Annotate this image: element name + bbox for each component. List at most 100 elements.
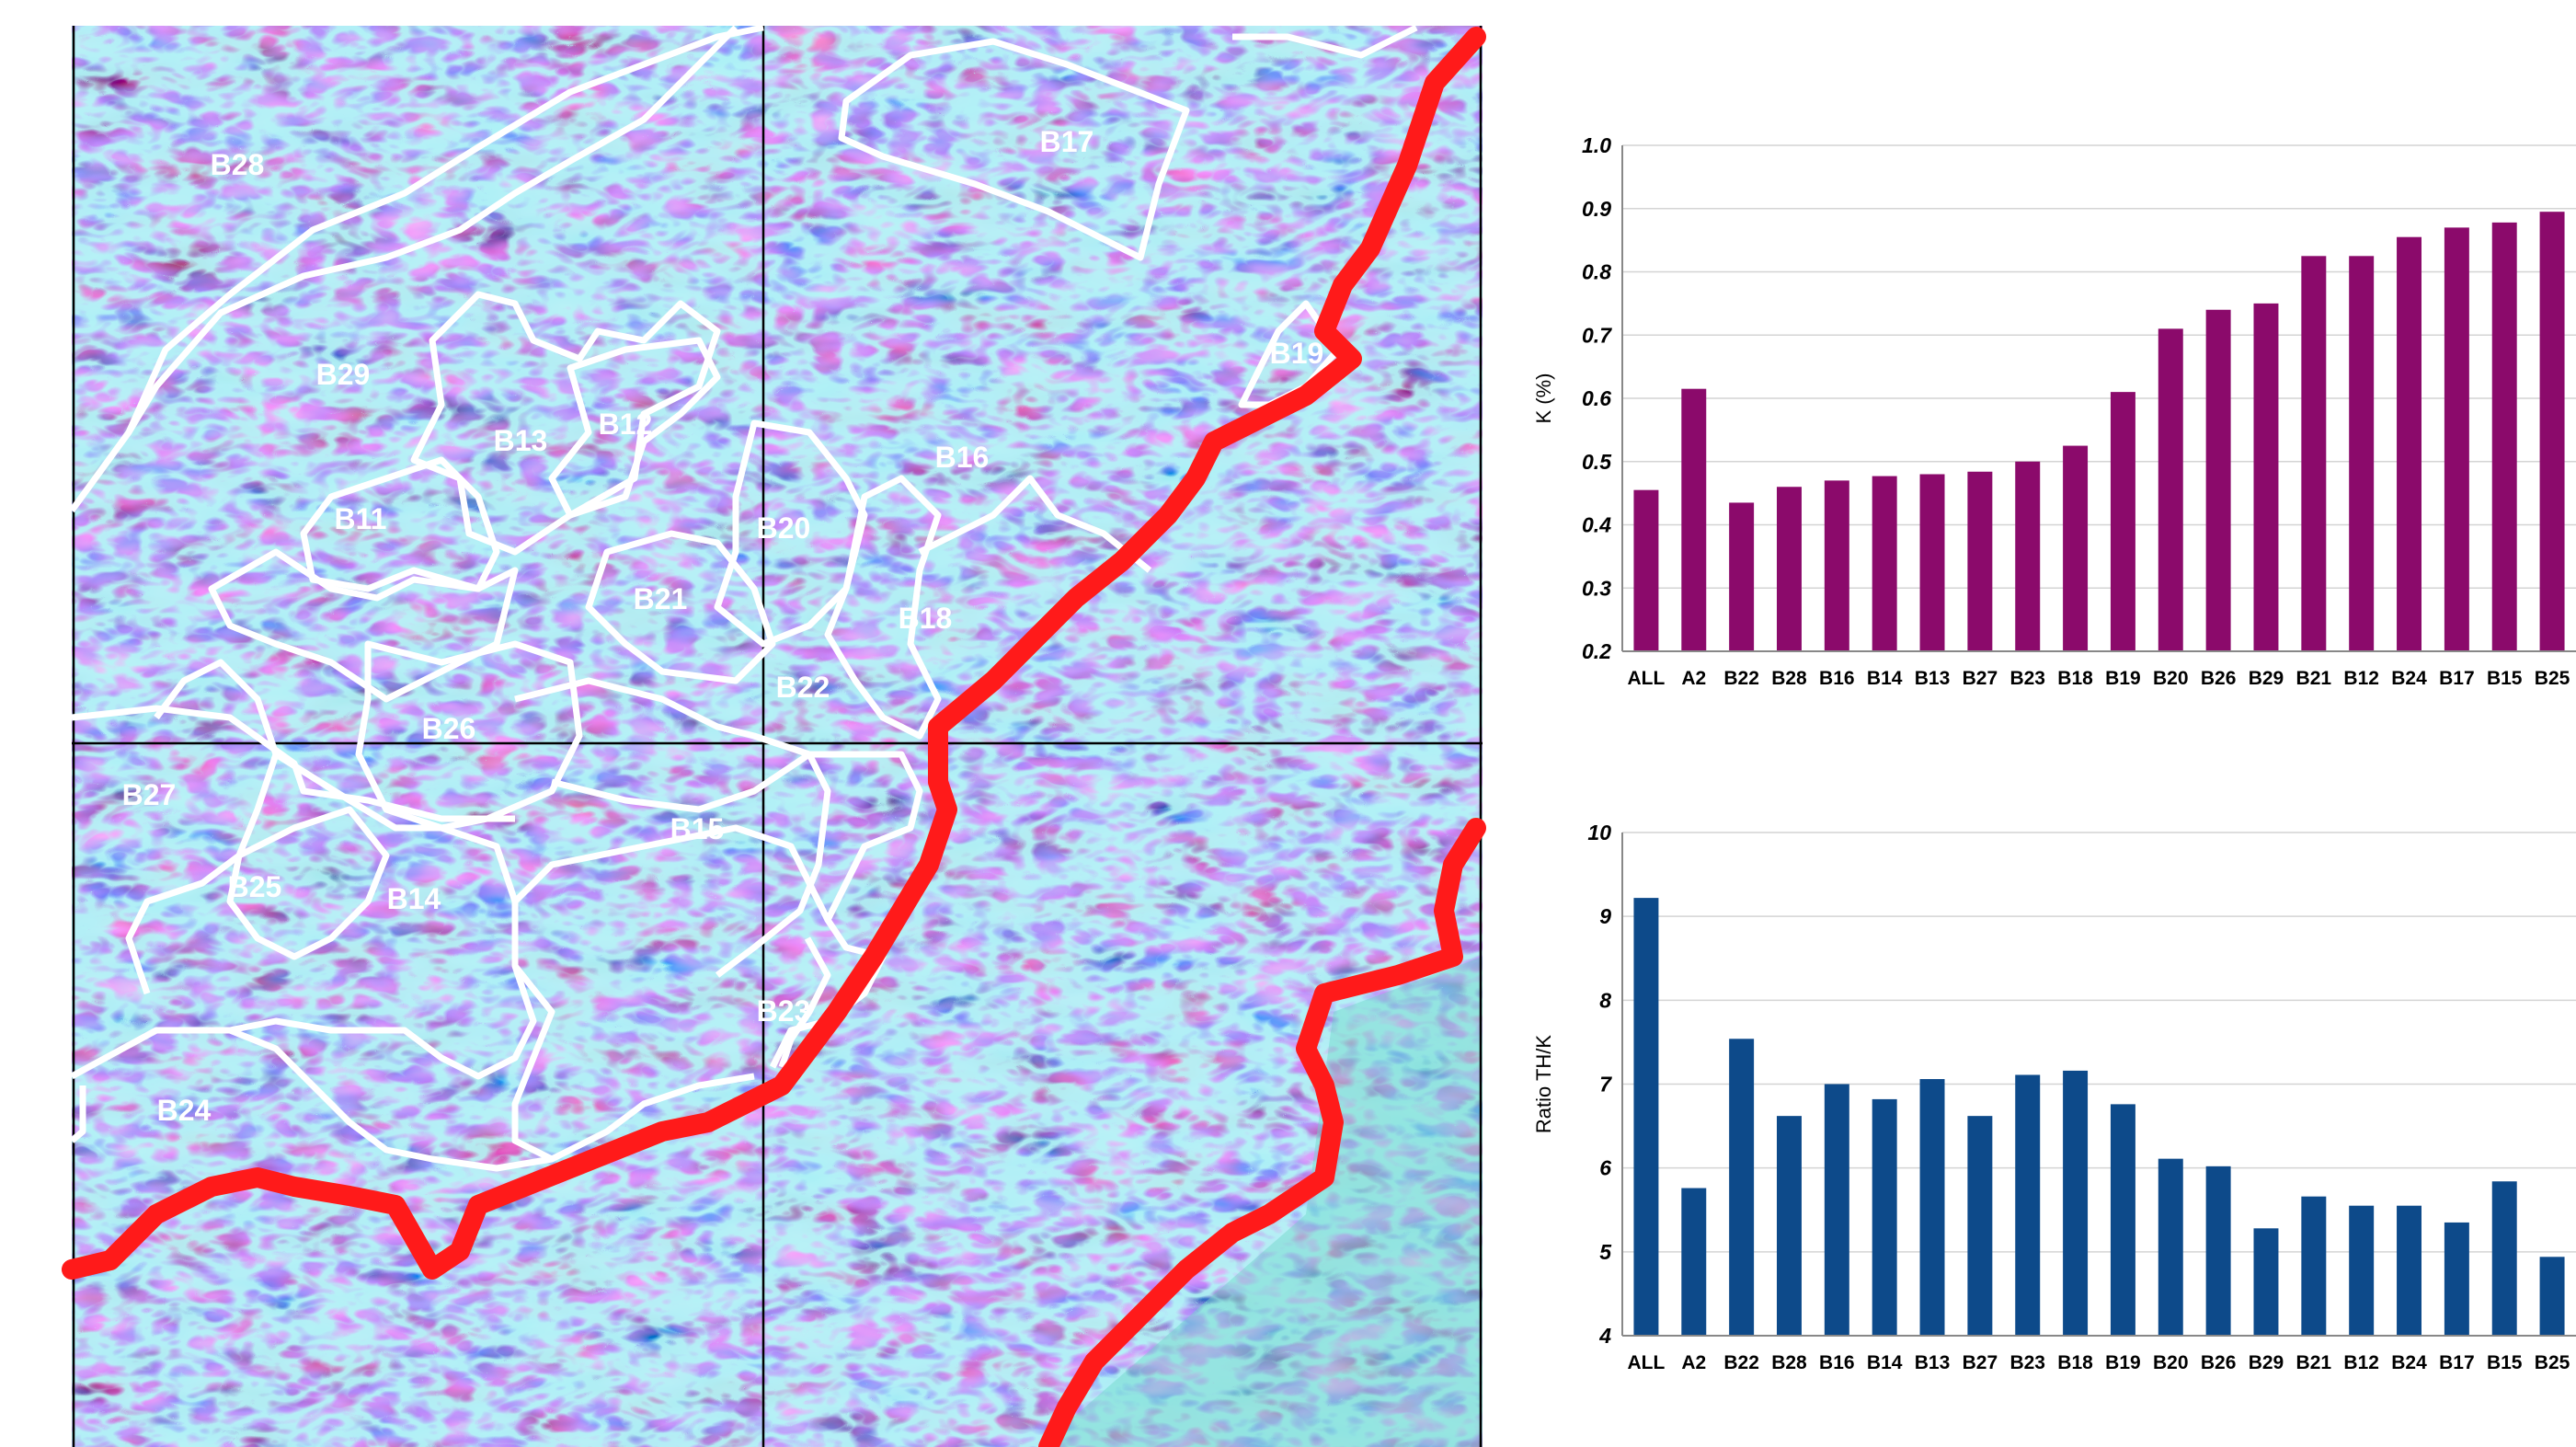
ratio-x-ticks: ALL A2 B22 B28 B16 B14 B13 B27 B23 B18 B19 B20 B26 B2… [1628, 1352, 2570, 1373]
k-bar-b27 [1967, 471, 1993, 651]
ratio-y-tick-label: 9 [1599, 904, 1611, 928]
ratio-y-ticks: 4 5 6 7 8 9 10 [1587, 821, 1612, 1348]
k-x-tick-label: B26 [2201, 668, 2237, 689]
ratio-bar-b22 [1729, 1039, 1755, 1336]
ratio-bar-b20 [2158, 1158, 2183, 1336]
ratio-y-tick-label: 6 [1599, 1156, 1611, 1180]
ratio-bar-b16 [1824, 1084, 1849, 1336]
ratio-x-tick-label: B14 [1867, 1352, 1903, 1373]
ratio-bar-b21 [2301, 1196, 2327, 1336]
k-bar-a2 [1681, 388, 1707, 651]
k-x-tick-label: B16 [1819, 668, 1855, 689]
k-y-tick-label: 0.5 [1582, 450, 1612, 474]
block-label: B28 [211, 148, 265, 181]
k-x-tick-label: ALL [1628, 668, 1666, 689]
k-x-tick-label: B21 [2296, 668, 2332, 689]
block-label: B15 [670, 812, 725, 845]
ratio-x-tick-label: B13 [1915, 1352, 1951, 1373]
k-bar-b24 [2397, 236, 2422, 651]
k-x-tick-label: B20 [2153, 668, 2189, 689]
k-y-tick-label: 0.4 [1582, 513, 1611, 537]
block-label: B16 [935, 441, 990, 474]
k-y-tick-label: 0.8 [1582, 260, 1611, 284]
block-label: B14 [387, 882, 441, 915]
ratio-x-tick-label: B20 [2153, 1352, 2189, 1373]
k-y-tick-label: 0.3 [1582, 576, 1611, 600]
ratio-x-tick-label: B12 [2343, 1352, 2379, 1373]
k-x-tick-label: B12 [2343, 668, 2379, 689]
block-label: B25 [228, 870, 282, 903]
k-bar-b26 [2205, 309, 2231, 651]
k-x-tick-label: B22 [1723, 668, 1759, 689]
block-label: B19 [1270, 337, 1324, 370]
k-x-tick-label: B24 [2391, 668, 2427, 689]
k-bar-b16 [1824, 480, 1849, 651]
k-bar-b20 [2158, 328, 2183, 651]
ratio-bar-all [1633, 898, 1659, 1336]
ratio-bar-b24 [2397, 1205, 2422, 1336]
ratio-x-tick-label: B27 [1963, 1352, 1998, 1373]
k-bar-b15 [2491, 222, 2517, 651]
ratio-x-tick-label: B25 [2535, 1352, 2570, 1373]
ratio-bar-b13 [1919, 1079, 1945, 1336]
ratio-bar-b18 [2063, 1070, 2089, 1336]
k-x-tick-label: B29 [2249, 668, 2284, 689]
ratio-bar-b27 [1967, 1116, 1993, 1336]
ratio-y-tick-label: 4 [1598, 1324, 1611, 1348]
k-bars [1633, 212, 2565, 651]
k-y-tick-label: 1.0 [1582, 133, 1611, 157]
k-bar-b18 [2063, 445, 2089, 651]
ratio-x-tick-label: B24 [2391, 1352, 2427, 1373]
ratio-x-tick-label: A2 [1681, 1352, 1706, 1373]
ratio-grid [1622, 832, 2576, 1337]
k-x-ticks: ALL A2 B22 B28 B16 B14 B13 B27 B23 B18 B19 B20 B26 B2… [1628, 668, 2570, 689]
ratio-bar-b17 [2444, 1222, 2469, 1336]
ratio-x-tick-label: B26 [2201, 1352, 2237, 1373]
ratio-bar-b23 [2015, 1074, 2041, 1336]
k-bar-b21 [2301, 256, 2327, 651]
k-y-ticks: 0.2 0.3 0.4 0.5 0.6 0.7 0.8 0.9 1.0 [1582, 133, 1612, 663]
k-bar-b23 [2015, 461, 2041, 651]
k-x-tick-label: B18 [2057, 668, 2093, 689]
ratio-bar-b25 [2539, 1257, 2565, 1336]
ratio-x-tick-label: ALL [1628, 1352, 1666, 1373]
block-label: B18 [899, 602, 953, 635]
k-y-tick-label: 0.9 [1582, 197, 1611, 221]
ratio-bar-b28 [1776, 1116, 1802, 1336]
ratio-bar-b12 [2349, 1205, 2375, 1336]
k-y-tick-label: 0.6 [1582, 386, 1611, 410]
k-bar-b17 [2444, 227, 2469, 651]
block-label: B11 [335, 502, 387, 535]
ratio-x-tick-label: B15 [2487, 1352, 2523, 1373]
map-raster [72, 26, 1483, 1447]
ratio-x-tick-label: B19 [2105, 1352, 2141, 1373]
k-x-tick-label: B17 [2439, 668, 2475, 689]
ratio-bar-b14 [1872, 1098, 1897, 1336]
k-x-tick-label: B28 [1771, 668, 1807, 689]
ratio-x-tick-label: B17 [2439, 1352, 2475, 1373]
ratio-x-tick-label: B18 [2057, 1352, 2093, 1373]
ratio-x-tick-label: B21 [2296, 1352, 2332, 1373]
k-bar-b28 [1776, 487, 1802, 651]
block-label: B13 [494, 424, 548, 457]
block-label: B24 [157, 1094, 212, 1127]
k-x-tick-label: B19 [2105, 668, 2141, 689]
ratio-y-tick-label: 8 [1599, 988, 1611, 1012]
k-grid [1622, 144, 2576, 652]
block-label: B27 [122, 778, 177, 811]
k-bar-b22 [1729, 502, 1755, 651]
ratio-bar-b29 [2253, 1228, 2279, 1336]
k-x-tick-label: B27 [1963, 668, 1998, 689]
k-bar-b19 [2110, 392, 2135, 651]
ratio-bar-b19 [2110, 1104, 2135, 1336]
ratio-x-tick-label: B22 [1723, 1352, 1759, 1373]
block-label: B29 [316, 358, 371, 391]
ratio-y-tick-label: 5 [1599, 1240, 1612, 1264]
ratio-y-tick-label: 10 [1587, 821, 1611, 844]
geophysical-map: B28 B17 B29 B19 B13 B12 B16 B11 B20 B21 … [62, 24, 1486, 1447]
k-y-axis-label: K (%) [1532, 373, 1555, 424]
block-label: B20 [757, 511, 811, 545]
k-x-tick-label: A2 [1681, 668, 1706, 689]
k-bar-b12 [2349, 256, 2375, 651]
block-labels: B28 B17 B29 B19 B13 B12 B16 B11 B20 B21 … [122, 125, 1324, 1127]
